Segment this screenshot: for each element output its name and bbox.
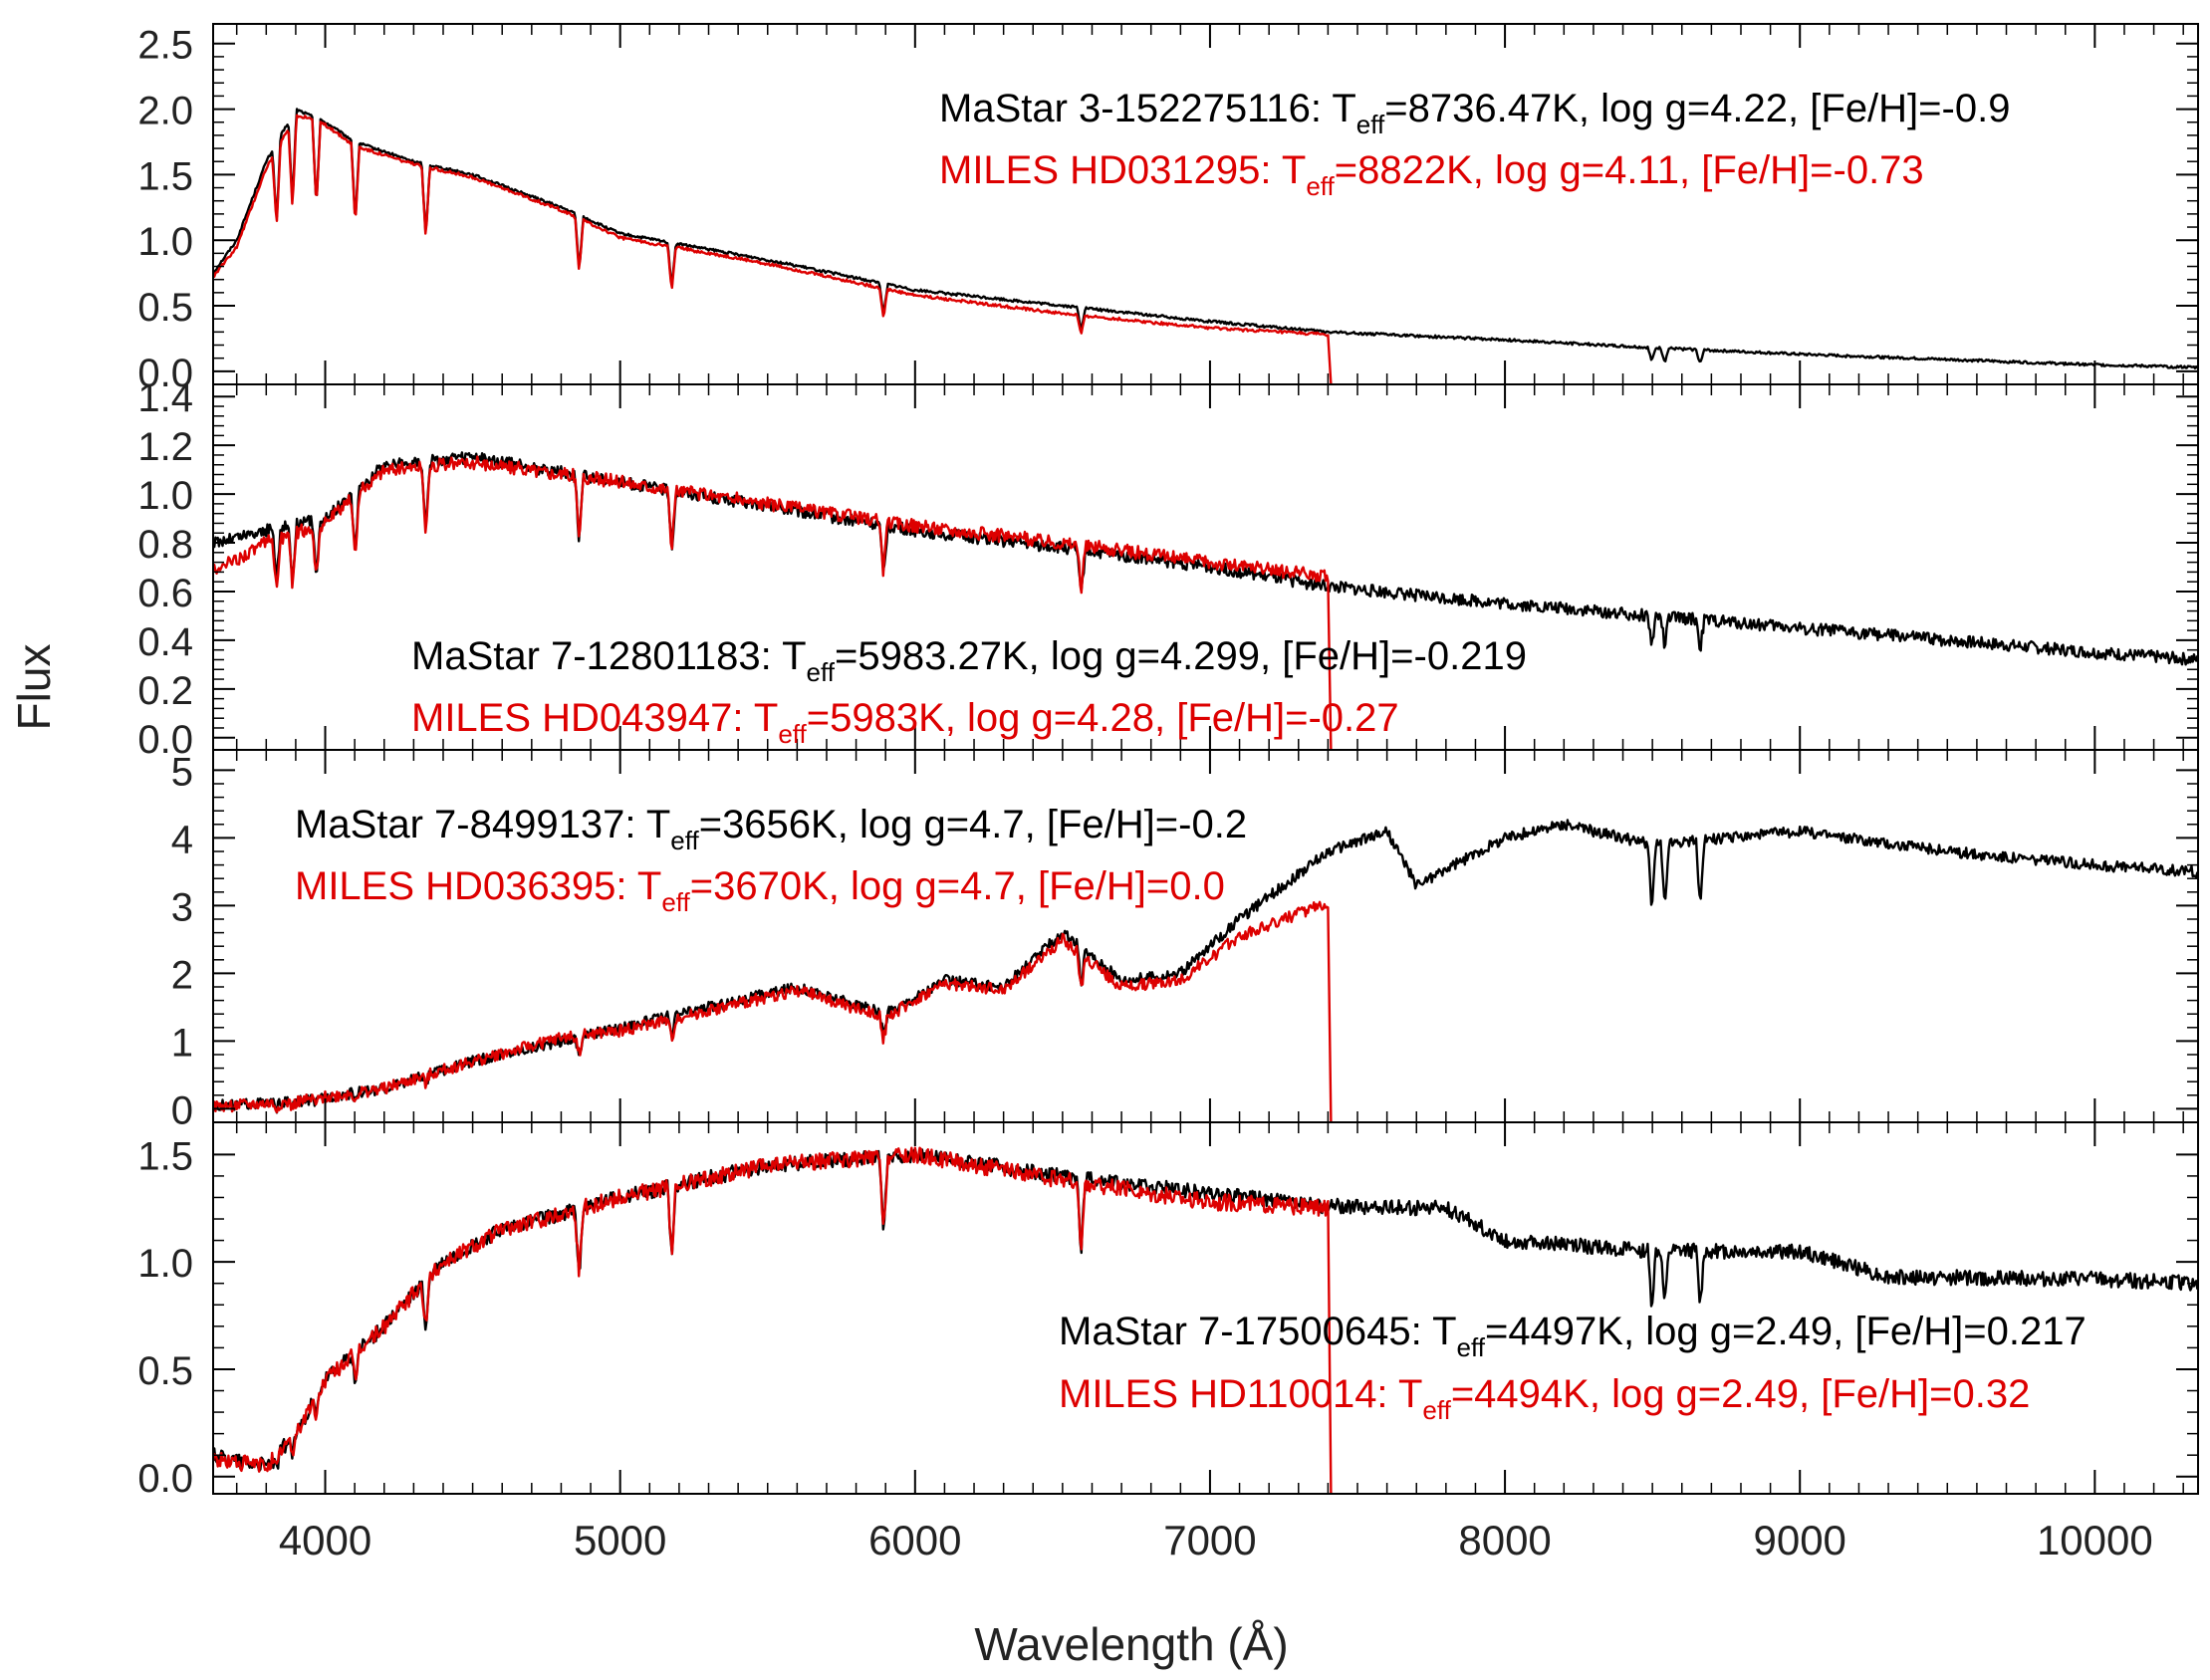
x-tick-label: 4000 xyxy=(279,1517,371,1563)
plot-area-3 xyxy=(213,819,2198,1122)
x-tick-label: 10000 xyxy=(2037,1517,2153,1563)
panel-3: 0 1 2 3 4 5 MaStar 7-8499137: Teff=3656K, log … xyxy=(171,750,2198,1132)
y-tick-label: 5 xyxy=(171,750,193,794)
y-tick-label: 0.0 xyxy=(137,1457,193,1501)
miles-spectrum-line-2 xyxy=(213,455,1333,750)
y-tick-label: 1.0 xyxy=(137,1242,193,1286)
miles-spectrum-line-3 xyxy=(213,900,1333,1122)
x-axis: 4000 5000 6000 7000 8000 9000 10000 xyxy=(279,1517,2153,1563)
miles-spectrum-line-1 xyxy=(213,114,1333,384)
y-tick-label: 3 xyxy=(171,885,193,929)
panel-frames xyxy=(212,23,2199,1495)
y-tick-label: 1.4 xyxy=(137,376,193,420)
x-tick-label: 7000 xyxy=(1163,1517,1256,1563)
miles-legend-label-3: MILES HD036395: Teff=3670K, log g=4.7, [… xyxy=(295,864,1225,917)
panel-frame-4 xyxy=(212,1121,2199,1495)
y-tick-label: 2 xyxy=(171,953,193,997)
mastar-spectrum-line-3 xyxy=(213,819,2198,1114)
y-tick-label: 1.5 xyxy=(137,154,193,198)
mastar-spectrum-line-1 xyxy=(213,108,2198,369)
y-tick-label: 1.0 xyxy=(137,474,193,518)
y-tick-label: 0.0 xyxy=(137,718,193,762)
miles-spectrum-line-4 xyxy=(213,1146,1333,1494)
miles-legend-label-4: MILES HD110014: Teff=4494K, log g=2.49, … xyxy=(1059,1372,2030,1425)
y-tick-label: 0.2 xyxy=(137,669,193,713)
x-tick-label: 9000 xyxy=(1753,1517,1845,1563)
y-tick-label: 0.6 xyxy=(137,572,193,615)
y-tick-label: 0 xyxy=(171,1088,193,1132)
mastar-legend-label-4: MaStar 7-17500645: Teff=4497K, log g=2.4… xyxy=(1059,1310,2087,1362)
x-tick-label: 6000 xyxy=(868,1517,961,1563)
y-tick-label: 0.8 xyxy=(137,523,193,567)
plot-area-1 xyxy=(213,108,2198,384)
miles-legend-label-1: MILES HD031295: Teff=8822K, log g=4.11, … xyxy=(939,148,1924,201)
y-tick-label: 0.5 xyxy=(137,1349,193,1393)
y-tick-label: 2.5 xyxy=(137,24,193,68)
x-tick-label: 8000 xyxy=(1458,1517,1551,1563)
x-axis-label: Wavelength (Å) xyxy=(974,1618,1288,1670)
y-tick-label: 1.2 xyxy=(137,425,193,469)
panel-2: 0.0 0.2 0.4 0.6 0.8 1.0 1.2 1.4 MaStar 7-1280118… xyxy=(137,376,2198,762)
plot-area-2 xyxy=(213,451,2198,750)
mastar-legend-label-1: MaStar 3-152275116: Teff=8736.47K, log g… xyxy=(939,87,2010,139)
mastar-legend-label-2: MaStar 7-12801183: Teff=5983.27K, log g=… xyxy=(411,634,1527,687)
y-tick-label: 1 xyxy=(171,1021,193,1065)
y-axis-label: Flux xyxy=(8,644,60,731)
miles-legend-label-2: MILES HD043947: Teff=5983K, log g=4.28, … xyxy=(411,696,1399,749)
y-tick-label: 0.0 xyxy=(137,352,193,395)
y-tick-label: 1.0 xyxy=(137,220,193,264)
x-tick-label: 5000 xyxy=(574,1517,666,1563)
y-tick-label: 4 xyxy=(171,818,193,861)
y-tick-label: 2.0 xyxy=(137,90,193,133)
y-tick-label: 0.5 xyxy=(137,286,193,330)
y-tick-label: 1.5 xyxy=(137,1134,193,1178)
mastar-legend-label-3: MaStar 7-8499137: Teff=3656K, log g=4.7,… xyxy=(295,803,1247,855)
plot-area-4 xyxy=(213,1146,2198,1494)
panel-1: 0.0 0.5 1.0 1.5 2.0 2.5 MaStar 3-152275116: Te… xyxy=(137,24,2198,395)
panel-4: 0.0 0.5 1.0 1.5 MaStar 7-17500645: Teff=4497… xyxy=(137,1122,2198,1501)
panels: 0.0 0.5 1.0 1.5 2.0 2.5 MaStar 3-152275116: Te… xyxy=(137,24,2198,1501)
y-tick-label: 0.4 xyxy=(137,620,193,664)
